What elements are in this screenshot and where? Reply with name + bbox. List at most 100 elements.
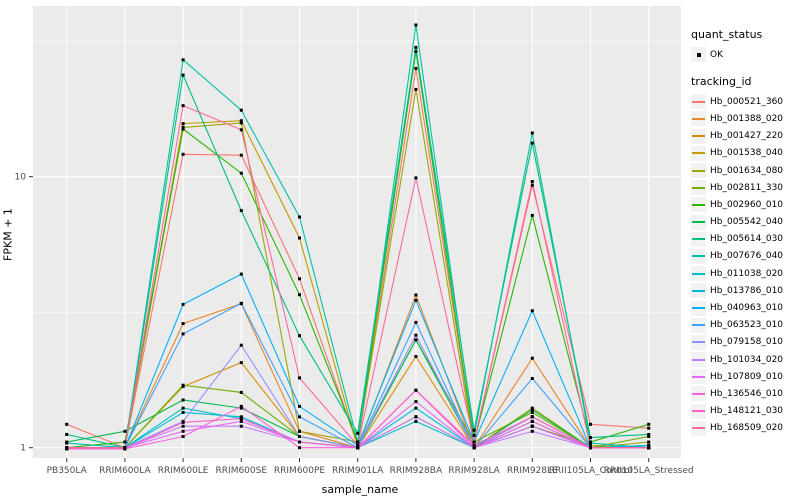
legend-key xyxy=(691,163,706,179)
legend-color-line xyxy=(692,169,705,172)
data-point xyxy=(356,440,360,444)
data-point xyxy=(239,128,243,132)
legend-item: Hb_002960_010 xyxy=(691,196,799,213)
data-point xyxy=(65,422,69,426)
legend-item: Hb_001427_220 xyxy=(691,128,799,145)
data-point xyxy=(530,406,534,410)
y-tick-label: 10 xyxy=(15,173,27,183)
legend-item-label: Hb_168509_020 xyxy=(710,423,784,434)
data-point xyxy=(589,436,592,440)
legend-item-label: Hb_079158_010 xyxy=(710,337,784,348)
data-point xyxy=(530,213,534,217)
legend-color-line xyxy=(692,392,705,395)
data-point xyxy=(472,440,476,444)
legend-item: Hb_148121_030 xyxy=(691,403,799,420)
data-point xyxy=(472,443,476,447)
x-tick-label: RRIM928LA xyxy=(448,466,500,476)
data-point xyxy=(530,131,534,135)
x-tick-label: RRIM928LE xyxy=(507,466,558,476)
data-point xyxy=(65,441,69,445)
data-point xyxy=(181,58,185,62)
data-point xyxy=(647,435,651,438)
data-point xyxy=(414,176,418,180)
data-point xyxy=(414,23,418,27)
data-point xyxy=(414,45,418,49)
legend-key xyxy=(691,111,706,127)
legend-item: Hb_168509_020 xyxy=(691,420,799,437)
legend-key xyxy=(691,300,706,316)
legend-color-line xyxy=(692,341,705,344)
data-point xyxy=(414,415,418,419)
legend-color-line xyxy=(692,186,705,189)
data-point xyxy=(589,446,592,450)
data-point xyxy=(647,422,651,426)
legend-item-label: Hb_136546_010 xyxy=(710,388,784,399)
legend-item: Hb_079158_010 xyxy=(691,334,799,351)
data-point xyxy=(414,406,418,410)
x-tick-label: RRIM901LA xyxy=(332,466,384,476)
legend-item-label: Hb_001538_040 xyxy=(710,148,784,159)
data-point xyxy=(589,422,592,426)
legend-item-ok: OK xyxy=(691,46,799,63)
data-point xyxy=(414,320,418,324)
legend-color-line xyxy=(692,152,705,155)
data-point xyxy=(414,293,418,297)
legend-color-line xyxy=(692,221,705,224)
data-point xyxy=(647,446,651,450)
data-point xyxy=(181,332,185,336)
data-point xyxy=(239,272,243,276)
legend-key xyxy=(691,231,706,247)
data-point xyxy=(181,104,185,108)
legend-key xyxy=(691,94,706,110)
data-point xyxy=(298,440,301,444)
legend-item: Hb_063523_010 xyxy=(691,317,799,334)
data-point xyxy=(181,429,185,433)
data-point xyxy=(181,127,185,131)
data-point xyxy=(65,446,69,450)
x-tick-label: RRII105LA_Control xyxy=(549,466,632,476)
data-point xyxy=(530,419,534,423)
data-point xyxy=(298,215,301,219)
data-point xyxy=(239,390,243,394)
data-point xyxy=(239,121,243,125)
data-point xyxy=(647,426,651,430)
data-point xyxy=(181,398,185,402)
legend-color-line xyxy=(692,100,705,103)
legend-item-label: Hb_011038_020 xyxy=(710,268,784,279)
legend-color-line xyxy=(692,203,705,206)
data-point xyxy=(298,404,301,408)
data-point xyxy=(530,377,534,380)
y-axis-title: FPKM + 1 xyxy=(1,208,15,261)
data-point xyxy=(123,446,127,450)
data-point xyxy=(181,152,185,156)
legend-item: Hb_136546_010 xyxy=(691,385,799,402)
legend-key xyxy=(691,180,706,196)
legend-title-quant-status: quant_status xyxy=(691,28,763,41)
data-point xyxy=(414,419,418,423)
legend-item: Hb_101034_020 xyxy=(691,351,799,368)
data-point xyxy=(298,376,301,380)
legend-item-label: Hb_005614_030 xyxy=(710,234,784,245)
data-point xyxy=(414,355,418,358)
legend-item-label: Hb_007676_040 xyxy=(710,251,784,262)
x-tick-label: RRIM600LA xyxy=(99,466,151,476)
data-point xyxy=(472,446,476,450)
data-point xyxy=(181,410,185,414)
data-point xyxy=(298,446,301,450)
x-tick-label: RRIM600SE xyxy=(216,466,268,476)
data-point xyxy=(181,302,185,306)
x-tick-label: RRII105LA_Stressed xyxy=(604,466,694,476)
data-point xyxy=(298,277,301,281)
legend-item: Hb_011038_020 xyxy=(691,265,799,282)
legend-key xyxy=(691,386,706,402)
legend-entries: Hb_000521_360 Hb_001388_020 Hb_001427_220 H… xyxy=(691,93,799,437)
data-point xyxy=(414,298,418,302)
data-point xyxy=(414,388,418,392)
black-square-point-icon xyxy=(697,53,701,57)
data-point xyxy=(414,338,418,342)
x-tick-label: RRIM600LE xyxy=(158,466,209,476)
legend-key xyxy=(691,248,706,264)
legend-title-tracking-id: tracking_id xyxy=(691,75,752,89)
legend-spacer xyxy=(691,63,799,75)
